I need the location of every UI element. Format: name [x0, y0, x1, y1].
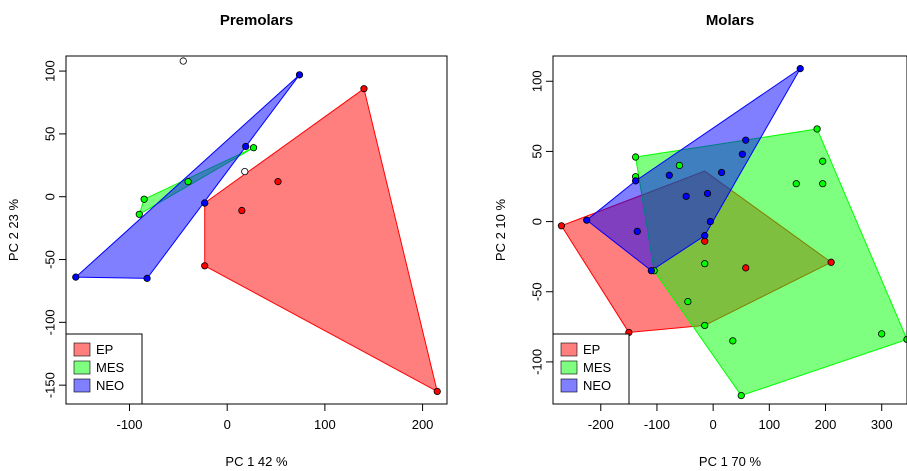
- point-mes: [819, 180, 827, 188]
- point-unassigned: [179, 57, 187, 65]
- point-neo: [242, 142, 250, 151]
- x-tick-label: -200: [588, 417, 614, 432]
- point-mes: [737, 391, 745, 400]
- point-neo: [631, 177, 640, 185]
- y-tick-label: 100: [530, 70, 545, 92]
- legend-swatch-neo: [73, 378, 91, 393]
- y-tick-label: 100: [43, 60, 58, 82]
- chart-title: Molars: [706, 12, 754, 29]
- point-ep: [557, 222, 566, 230]
- x-tick-label: -100: [116, 417, 142, 432]
- point-ep: [274, 178, 282, 186]
- legend-swatch-neo: [560, 378, 578, 393]
- legend-label-ep: EP: [583, 342, 600, 357]
- y-tick-label: 50: [530, 144, 545, 158]
- point-neo: [647, 267, 655, 275]
- point-mes: [675, 161, 684, 170]
- point-mes: [135, 210, 143, 218]
- legend-label-neo: NEO: [96, 378, 124, 393]
- hull-layer: [560, 68, 907, 397]
- point-layer: [557, 65, 907, 400]
- chart-title: Premolars: [220, 12, 293, 29]
- x-tick-label: 100: [314, 417, 336, 432]
- x-axis-label: PC 1 70 %: [699, 454, 762, 469]
- point-ep: [238, 206, 246, 215]
- legend-swatch-ep: [560, 342, 578, 357]
- x-tick-label: 0: [224, 417, 231, 432]
- point-neo: [72, 273, 80, 281]
- point-neo: [633, 227, 641, 236]
- tick-layer: -200 -100 0 100 200 300 -100 -50 0 50 100: [530, 70, 893, 432]
- point-mes: [184, 178, 192, 186]
- x-tick-label: 0: [710, 417, 717, 432]
- legend-swatch-mes: [73, 360, 91, 375]
- legend-label-ep: EP: [96, 342, 113, 357]
- point-neo: [706, 217, 714, 226]
- y-tick-label: -100: [43, 309, 58, 335]
- tick-layer: -100 0 100 200 -150 -100 -50 0 50 100: [43, 60, 434, 432]
- point-neo: [742, 136, 750, 144]
- point-neo: [717, 168, 726, 177]
- point-neo: [295, 71, 304, 79]
- point-ep: [827, 258, 835, 266]
- point-ep: [433, 387, 441, 396]
- y-tick-label: -150: [43, 372, 58, 398]
- legend-swatch-mes: [560, 360, 578, 375]
- point-ep: [201, 262, 209, 270]
- y-tick-label: -50: [43, 250, 58, 269]
- point-mes: [701, 321, 709, 330]
- point-neo: [738, 150, 746, 158]
- y-tick-label: 50: [43, 127, 58, 141]
- point-mes: [792, 180, 800, 188]
- hull-neo: [585, 68, 801, 272]
- point-unassigned: [241, 167, 249, 176]
- x-tick-label: 200: [412, 417, 434, 432]
- point-mes: [813, 125, 821, 133]
- legend: EP MES NEO: [552, 333, 630, 405]
- point-layer: [72, 57, 441, 396]
- point-neo: [703, 189, 712, 198]
- legend: EP MES NEO: [65, 333, 143, 405]
- point-mes: [819, 157, 827, 165]
- y-tick-label: 0: [530, 218, 545, 225]
- y-tick-label: 0: [43, 193, 58, 200]
- legend-swatch-ep: [73, 342, 91, 357]
- point-neo: [796, 65, 804, 73]
- plot-frame: [552, 55, 907, 405]
- point-mes: [729, 337, 737, 345]
- point-mes: [631, 153, 640, 161]
- hull-layer: [74, 74, 438, 393]
- y-axis-label: PC 2 10 %: [493, 198, 508, 261]
- point-mes: [684, 297, 692, 306]
- point-mes: [140, 195, 148, 203]
- point-mes: [249, 144, 258, 152]
- point-mes: [878, 330, 886, 338]
- x-tick-label: 300: [871, 417, 893, 432]
- point-neo: [682, 192, 690, 200]
- point-ep: [742, 264, 750, 272]
- molars-panel: Molars PC 1 70 % PC 2 10 % -200 -100 0 100 2…: [493, 12, 907, 469]
- point-neo: [583, 216, 591, 224]
- x-tick-label: 100: [758, 417, 780, 432]
- legend-label-mes: MES: [96, 360, 125, 375]
- y-tick-label: -100: [530, 349, 545, 375]
- point-mes: [701, 260, 709, 268]
- point-neo: [201, 199, 209, 207]
- legend-label-mes: MES: [583, 360, 612, 375]
- point-ep: [360, 85, 368, 93]
- x-axis-label: PC 1 42 %: [225, 454, 288, 469]
- y-axis-label: PC 2 23 %: [6, 198, 21, 261]
- hull-neo: [74, 74, 300, 279]
- premolars-panel: Premolars PC 1 42 % PC 2 23 % -100 0 100 20…: [6, 12, 448, 469]
- y-tick-label: -50: [530, 282, 545, 301]
- point-neo: [665, 171, 673, 179]
- x-tick-label: -100: [644, 417, 670, 432]
- plot-frame: [65, 55, 448, 405]
- legend-label-neo: NEO: [583, 378, 611, 393]
- x-tick-label: 200: [815, 417, 837, 432]
- point-neo: [143, 274, 151, 282]
- point-neo: [701, 232, 709, 240]
